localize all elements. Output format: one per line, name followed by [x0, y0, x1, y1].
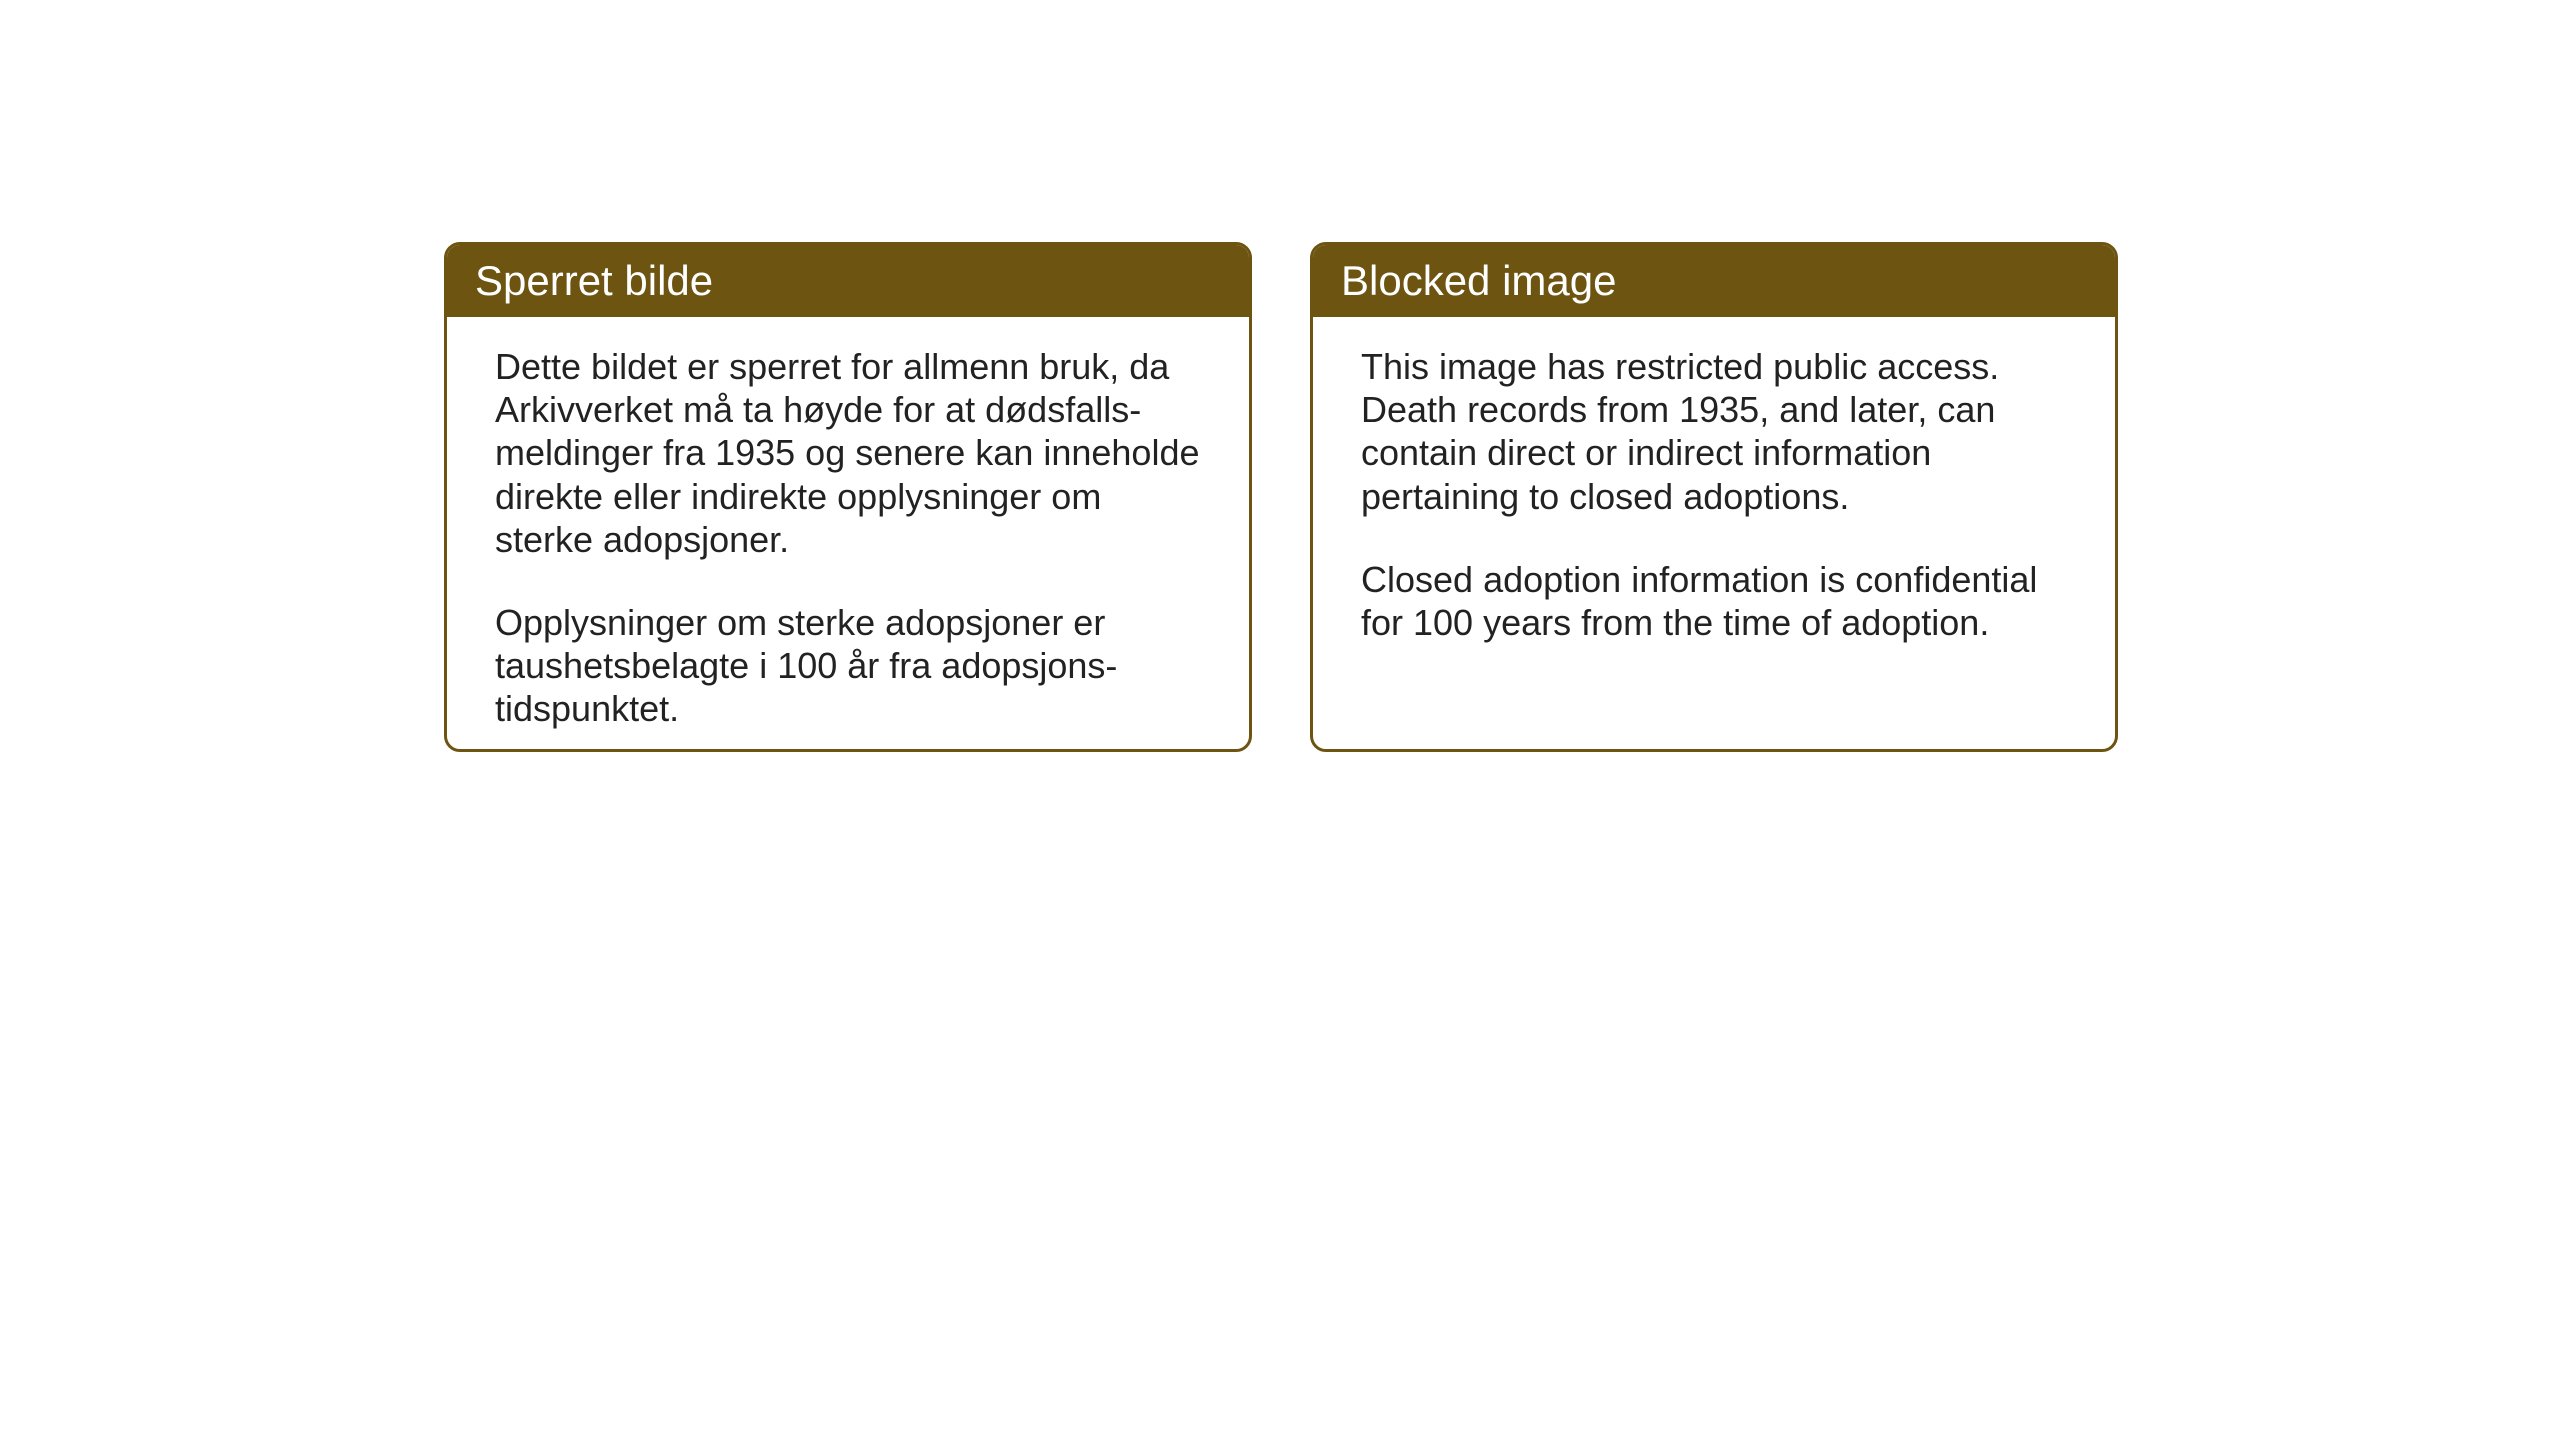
- message-body-norwegian: Dette bildet er sperret for allmenn bruk…: [447, 317, 1249, 752]
- message-box-norwegian: Sperret bilde Dette bildet er sperret fo…: [444, 242, 1252, 752]
- message-box-english: Blocked image This image has restricted …: [1310, 242, 2118, 752]
- message-header-norwegian: Sperret bilde: [447, 245, 1249, 317]
- message-header-english: Blocked image: [1313, 245, 2115, 317]
- message-paragraph: Opplysninger om sterke adopsjoner er tau…: [495, 601, 1201, 731]
- message-title-norwegian: Sperret bilde: [475, 257, 713, 304]
- message-body-english: This image has restricted public access.…: [1313, 317, 2115, 672]
- message-paragraph: Dette bildet er sperret for allmenn bruk…: [495, 345, 1201, 561]
- message-paragraph: Closed adoption information is confident…: [1361, 558, 2067, 644]
- message-title-english: Blocked image: [1341, 257, 1616, 304]
- message-paragraph: This image has restricted public access.…: [1361, 345, 2067, 518]
- message-container: Sperret bilde Dette bildet er sperret fo…: [444, 242, 2118, 752]
